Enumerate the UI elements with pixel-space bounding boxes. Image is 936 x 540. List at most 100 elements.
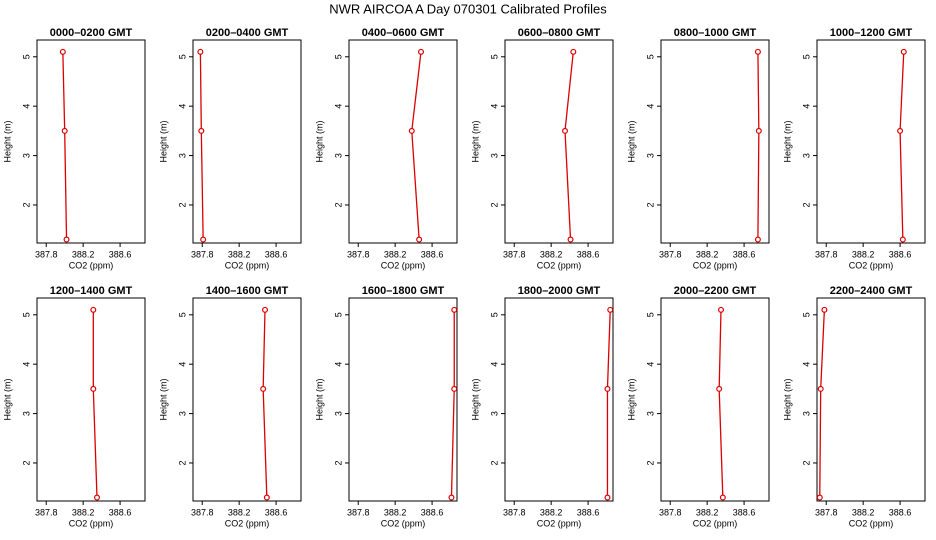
- y-tick-label: 4: [489, 104, 499, 109]
- profile-line: [411, 51, 422, 240]
- x-tick-label: 388.6: [733, 507, 756, 517]
- x-tick-label: 388.6: [577, 249, 600, 259]
- profile-point: [197, 48, 204, 55]
- y-tick-label: 2: [333, 460, 343, 465]
- y-tick-label: 2: [645, 460, 655, 465]
- plot-box: [504, 39, 614, 244]
- x-axis-label: CO2 (ppm): [69, 260, 114, 270]
- y-tick-label: 2: [333, 202, 343, 207]
- x-axis-label: CO2 (ppm): [537, 518, 582, 528]
- x-axis-label: CO2 (ppm): [381, 260, 426, 270]
- x-tick-label: 387.8: [659, 507, 682, 517]
- profile-point: [93, 494, 100, 501]
- x-tick-label: 388.2: [384, 249, 407, 259]
- profile-point: [59, 48, 66, 55]
- plot-box: [348, 39, 458, 244]
- profile-line: [262, 309, 268, 498]
- plot-box: [192, 297, 302, 502]
- profile-point: [570, 48, 577, 55]
- x-tick-label: 388.6: [421, 249, 444, 259]
- plot-box: [504, 297, 614, 502]
- x-tick-label: 388.6: [577, 507, 600, 517]
- y-tick-label: 5: [333, 54, 343, 59]
- profile-point: [821, 306, 828, 313]
- y-tick-label: 4: [489, 362, 499, 367]
- y-tick-label: 3: [177, 153, 187, 158]
- y-axis-label: Height (m): [626, 120, 636, 162]
- profile-point: [716, 385, 723, 392]
- x-tick-label: 388.6: [733, 249, 756, 259]
- x-tick-label: 387.8: [347, 249, 370, 259]
- y-tick-label: 4: [21, 104, 31, 109]
- panel-title: 1600–1800 GMT: [362, 285, 445, 297]
- x-tick-label: 388.2: [852, 249, 875, 259]
- profile-line: [606, 309, 611, 498]
- profile-line: [450, 309, 455, 498]
- profile-point: [90, 385, 97, 392]
- x-tick-label: 388.2: [540, 249, 563, 259]
- x-tick-label: 387.8: [503, 249, 526, 259]
- y-tick-label: 3: [333, 411, 343, 416]
- y-tick-label: 5: [645, 312, 655, 317]
- y-tick-label: 5: [801, 54, 811, 59]
- y-tick-label: 3: [801, 153, 811, 158]
- y-tick-label: 4: [333, 104, 343, 109]
- y-axis-label: Height (m): [470, 378, 480, 420]
- profile-point: [200, 236, 207, 243]
- y-tick-label: 2: [489, 202, 499, 207]
- x-axis-label: CO2 (ppm): [381, 518, 426, 528]
- profile-point: [418, 48, 425, 55]
- y-tick-label: 2: [177, 460, 187, 465]
- y-tick-label: 3: [21, 411, 31, 416]
- profile-point: [61, 127, 68, 134]
- x-tick-label: 387.8: [35, 507, 58, 517]
- x-tick-label: 387.8: [659, 249, 682, 259]
- y-axis-label: Height (m): [314, 378, 324, 420]
- plot-box: [36, 39, 146, 244]
- profile-point: [897, 127, 904, 134]
- panel-title: 1000–1200 GMT: [830, 27, 913, 39]
- y-tick-label: 3: [645, 153, 655, 158]
- y-tick-label: 4: [177, 104, 187, 109]
- profile-point: [816, 494, 823, 501]
- x-axis-label: CO2 (ppm): [69, 518, 114, 528]
- y-tick-label: 5: [21, 54, 31, 59]
- y-axis-label: Height (m): [782, 378, 792, 420]
- profile-point: [263, 494, 270, 501]
- profile-point: [198, 127, 205, 134]
- y-tick-label: 4: [801, 362, 811, 367]
- profile-point: [416, 236, 423, 243]
- profile-point: [607, 306, 614, 313]
- y-tick-label: 2: [21, 460, 31, 465]
- x-tick-label: 388.2: [384, 507, 407, 517]
- y-tick-label: 5: [177, 312, 187, 317]
- panel-title: 0400–0600 GMT: [362, 27, 445, 39]
- x-tick-label: 388.2: [228, 507, 251, 517]
- plot-box: [192, 39, 302, 244]
- x-tick-label: 387.8: [503, 507, 526, 517]
- y-axis-label: Height (m): [158, 120, 168, 162]
- profile-line: [92, 309, 98, 498]
- y-axis-label: Height (m): [2, 120, 12, 162]
- profile-point: [900, 48, 907, 55]
- x-tick-label: 387.8: [815, 249, 838, 259]
- x-tick-label: 388.6: [109, 249, 132, 259]
- y-tick-label: 2: [801, 202, 811, 207]
- y-tick-label: 4: [801, 104, 811, 109]
- panel-title: 0800–1000 GMT: [674, 27, 757, 39]
- profile-point: [755, 127, 762, 134]
- profile-point: [448, 494, 455, 501]
- x-tick-label: 388.6: [889, 249, 912, 259]
- x-tick-label: 388.6: [889, 507, 912, 517]
- y-tick-label: 4: [645, 104, 655, 109]
- profile-point: [561, 127, 568, 134]
- x-tick-label: 388.6: [265, 507, 288, 517]
- panel-title: 0200–0400 GMT: [206, 27, 289, 39]
- y-axis-label: Height (m): [314, 120, 324, 162]
- x-tick-label: 388.6: [265, 249, 288, 259]
- profile-point: [63, 236, 70, 243]
- x-tick-label: 388.2: [540, 507, 563, 517]
- y-tick-label: 4: [21, 362, 31, 367]
- y-tick-label: 2: [489, 460, 499, 465]
- x-axis-label: CO2 (ppm): [225, 260, 270, 270]
